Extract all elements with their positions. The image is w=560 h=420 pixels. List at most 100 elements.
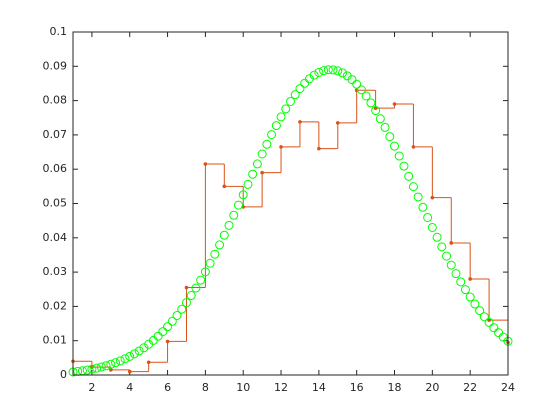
stair-marker xyxy=(373,106,378,110)
stair-marker xyxy=(449,241,454,245)
x-tick-label: 18 xyxy=(388,381,402,394)
curve-marker xyxy=(205,258,215,268)
curve-marker xyxy=(286,96,295,106)
curve-marker xyxy=(200,267,210,277)
x-tick-label: 20 xyxy=(425,381,439,394)
curve-marker xyxy=(233,200,243,210)
curve-marker xyxy=(479,312,489,322)
curve-marker xyxy=(111,358,121,368)
x-tick-label: 2 xyxy=(88,381,95,394)
curve-marker xyxy=(375,114,385,124)
curve-marker xyxy=(408,182,418,192)
curve-marker xyxy=(134,346,144,356)
curve-marker xyxy=(437,242,447,252)
curve-marker xyxy=(229,210,239,220)
curve-marker xyxy=(186,291,196,301)
curve-marker xyxy=(290,90,300,100)
stair-marker xyxy=(430,195,435,200)
curve-marker xyxy=(300,78,310,88)
curve-marker xyxy=(385,132,395,142)
curve-marker xyxy=(252,159,262,169)
x-tick-label: 14 xyxy=(312,381,326,394)
curve-marker xyxy=(106,359,116,369)
stair-marker xyxy=(392,102,397,106)
curve-marker xyxy=(92,363,102,373)
curve-marker xyxy=(295,84,305,94)
stair-marker xyxy=(298,120,302,124)
curve-marker xyxy=(371,106,381,116)
curve-marker xyxy=(215,240,225,250)
stair-marker xyxy=(127,369,132,374)
y-tick-label: 0.02 xyxy=(43,299,68,312)
curve-marker xyxy=(271,121,281,131)
stair-marker xyxy=(317,146,321,151)
axes-box xyxy=(72,31,509,376)
curve-marker xyxy=(390,141,400,151)
curve-marker xyxy=(276,112,286,122)
curve-marker xyxy=(356,85,366,95)
curve-marker xyxy=(153,331,163,341)
stair-marker xyxy=(203,162,208,166)
curve-marker xyxy=(404,171,414,181)
y-tick-label: 0.05 xyxy=(43,197,68,210)
y-tick-label: 0.01 xyxy=(43,334,68,347)
curve-marker xyxy=(399,161,409,171)
stair-marker xyxy=(335,121,340,125)
curve-marker xyxy=(167,316,177,326)
curve-marker xyxy=(333,66,343,76)
curve-marker xyxy=(314,67,324,77)
curve-marker xyxy=(347,75,357,85)
curve-marker xyxy=(366,98,376,108)
stair-marker xyxy=(222,184,227,189)
curve-marker xyxy=(191,283,201,293)
curve-marker xyxy=(243,179,253,189)
x-tick-label: 10 xyxy=(236,381,250,394)
curve-marker xyxy=(115,356,125,366)
curve-marker xyxy=(267,130,277,140)
curve-marker xyxy=(380,122,390,132)
curve-marker xyxy=(442,251,452,261)
curve-marker xyxy=(163,322,173,332)
curve-marker xyxy=(328,65,338,75)
curve-marker xyxy=(281,104,291,114)
x-tick-label: 24 xyxy=(501,381,515,394)
x-tick-label: 16 xyxy=(350,381,364,394)
curve-marker xyxy=(423,212,433,222)
y-tick-label: 0 xyxy=(60,368,67,381)
curve-marker xyxy=(432,232,442,242)
curve-marker xyxy=(451,269,461,279)
curve-marker xyxy=(87,364,97,374)
y-tick-label: 0.04 xyxy=(43,231,68,244)
stair-marker xyxy=(146,360,151,365)
curve-marker xyxy=(394,151,404,161)
x-tick-label: 12 xyxy=(274,381,288,394)
curve-marker xyxy=(465,292,475,302)
curve-marker xyxy=(319,66,329,76)
curve-marker xyxy=(257,149,267,159)
y-tick-label: 0.07 xyxy=(43,128,68,141)
curve-marker xyxy=(82,365,92,375)
stair-marker xyxy=(184,285,189,290)
curve-marker xyxy=(96,362,106,372)
stair-marker xyxy=(487,318,491,322)
curve-marker xyxy=(196,275,206,285)
curve-marker xyxy=(172,310,182,320)
stair-marker xyxy=(260,170,264,175)
curve-marker xyxy=(262,139,272,149)
curve-marker xyxy=(418,202,428,212)
y-tick-label: 0.06 xyxy=(43,162,68,175)
curve-marker xyxy=(101,361,111,371)
curve-marker xyxy=(125,351,135,361)
curve-marker xyxy=(484,317,494,327)
x-tick-label: 6 xyxy=(164,381,171,394)
curve-marker xyxy=(238,190,248,200)
curve-marker xyxy=(489,323,499,333)
curve-marker xyxy=(460,285,470,295)
curve-marker xyxy=(361,91,371,101)
y-tick-label: 0.1 xyxy=(50,25,68,38)
y-tick-label: 0.09 xyxy=(43,59,68,72)
curve-marker xyxy=(120,354,130,364)
